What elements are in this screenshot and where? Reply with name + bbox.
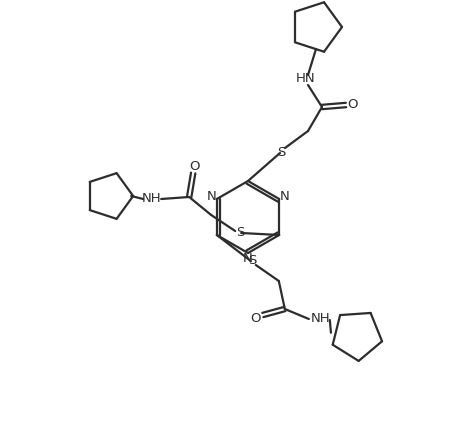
Text: O: O [251,312,261,325]
Text: S: S [236,227,244,239]
Text: N: N [207,190,217,202]
Text: S: S [247,255,256,267]
Text: N: N [243,252,253,266]
Text: O: O [189,159,200,173]
Text: HN: HN [296,72,316,85]
Text: NH: NH [142,193,161,206]
Text: N: N [279,190,289,202]
Text: O: O [348,97,358,110]
Text: NH: NH [311,312,331,324]
Text: S: S [277,146,285,159]
